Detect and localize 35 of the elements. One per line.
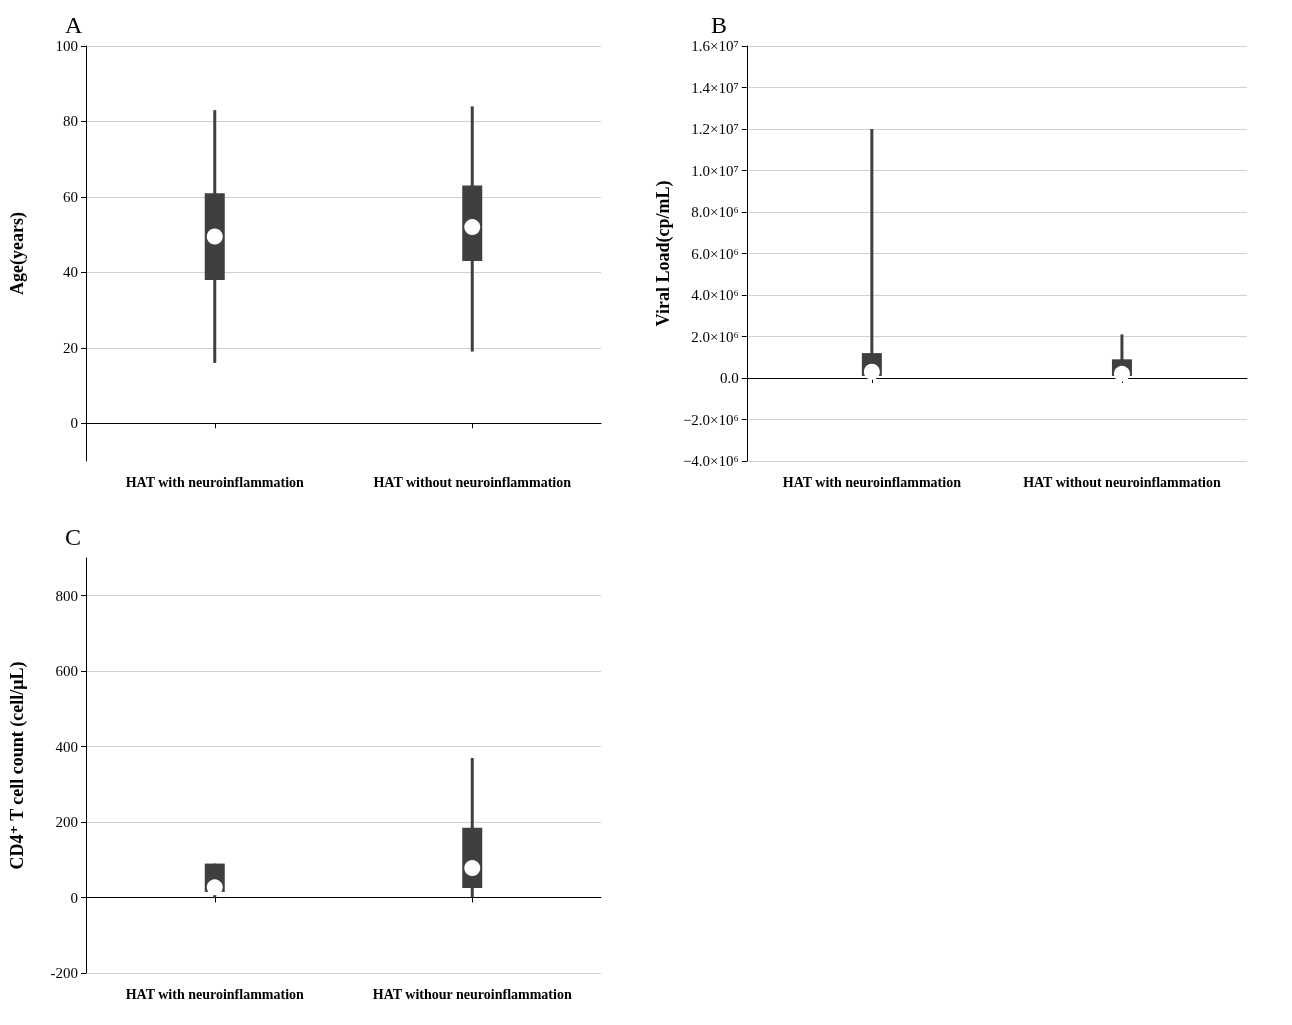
y-tick-label: 60 xyxy=(63,188,78,205)
y-tick-label: 1.4×10⁷ xyxy=(691,79,739,96)
y-tick-label: 400 xyxy=(55,738,78,755)
y-tick-label: 2.0×10⁶ xyxy=(691,328,739,345)
y-tick-label: 1.2×10⁷ xyxy=(691,121,739,137)
y-tick-label: 0.0 xyxy=(720,370,739,386)
y-tick-label: -200 xyxy=(50,965,78,981)
y-tick-label: 20 xyxy=(63,339,78,356)
x-tick-label: HAT withour neuroinflammation xyxy=(372,986,572,1002)
y-tick-label: 6.0×10⁶ xyxy=(691,245,739,262)
x-tick-label: HAT with neuroinflammation xyxy=(125,986,305,1002)
x-tick-label: HAT with neuroinflammation xyxy=(125,474,305,490)
y-tick-label: 0 xyxy=(70,415,78,432)
y-tick-label: 0 xyxy=(70,889,78,906)
y-tick-label: 1.0×10⁷ xyxy=(691,162,739,179)
y-tick-label: −4.0×10⁶ xyxy=(682,453,739,469)
y-tick-label: 80 xyxy=(63,113,78,130)
y-tick-label: 100 xyxy=(55,38,78,54)
y-axis-title: Age(years) xyxy=(7,212,28,295)
y-tick-label: 1.6×10⁷ xyxy=(691,38,739,54)
y-tick-label: 4.0×10⁶ xyxy=(691,287,739,303)
chart-title: C xyxy=(65,524,82,550)
x-tick-label: HAT without neuroinflammation xyxy=(373,474,572,490)
x-tick-label: HAT with neuroinflammation xyxy=(782,474,962,490)
y-tick-label: 8.0×10⁶ xyxy=(691,204,739,220)
chart-title: B xyxy=(711,12,728,38)
y-tick-label: 600 xyxy=(55,663,78,680)
chart-title: A xyxy=(65,12,83,38)
x-tick-label: HAT without neuroinflammation xyxy=(1023,474,1221,490)
y-axis-title: Viral Load(cp/mL) xyxy=(653,180,674,327)
y-tick-label: 200 xyxy=(55,814,78,831)
y-tick-label: −2.0×10⁶ xyxy=(682,411,739,428)
y-tick-label: 800 xyxy=(55,587,78,604)
y-tick-label: 40 xyxy=(63,264,78,281)
y-axis-title: CD4⁺ T cell count (cell/μL) xyxy=(7,661,28,870)
